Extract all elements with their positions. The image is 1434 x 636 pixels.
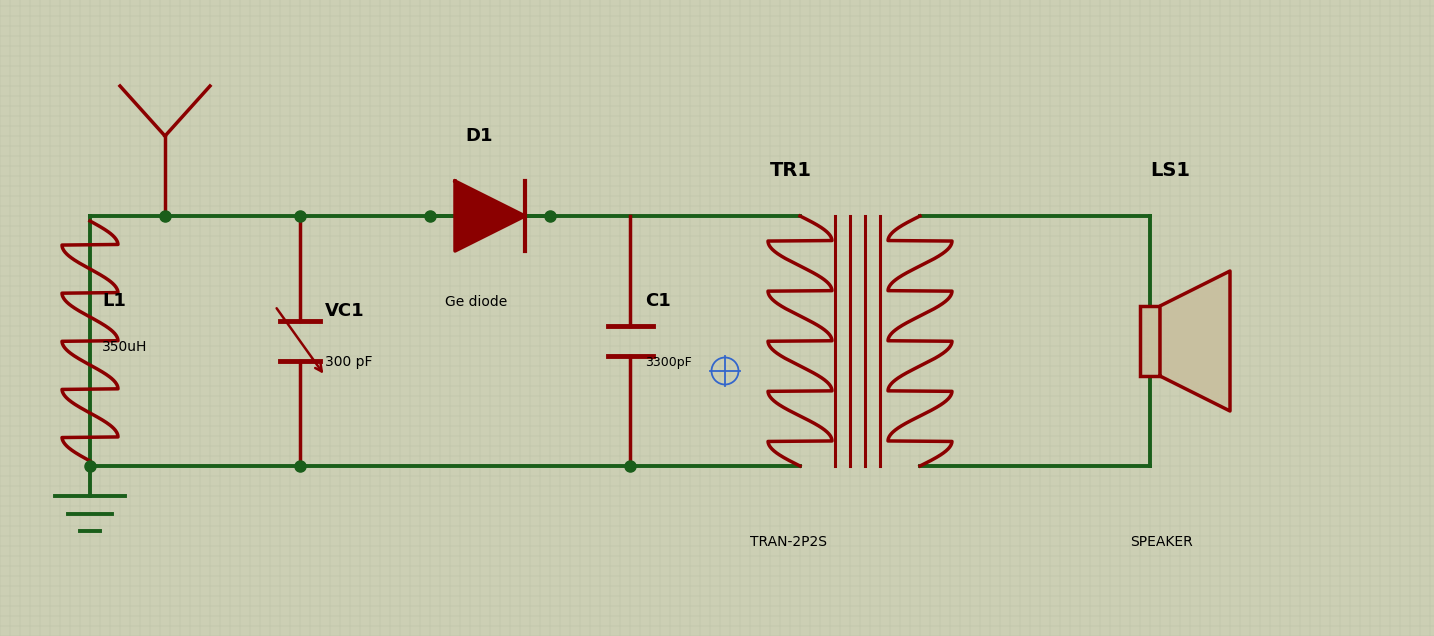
Text: 3300pF: 3300pF	[645, 356, 691, 369]
Text: D1: D1	[465, 127, 492, 145]
Text: C1: C1	[645, 292, 671, 310]
Text: TRAN-2P2S: TRAN-2P2S	[750, 535, 827, 549]
Text: LS1: LS1	[1150, 161, 1190, 180]
Text: SPEAKER: SPEAKER	[1130, 535, 1193, 549]
Bar	[1140, 306, 1160, 376]
Polygon shape	[1160, 271, 1230, 411]
Text: L1: L1	[102, 292, 126, 310]
Text: 300 pF: 300 pF	[326, 355, 373, 369]
Text: TR1: TR1	[770, 161, 812, 180]
Polygon shape	[455, 181, 525, 251]
Text: 350uH: 350uH	[102, 340, 148, 354]
Text: Ge diode: Ge diode	[445, 295, 508, 309]
Text: VC1: VC1	[326, 302, 364, 320]
